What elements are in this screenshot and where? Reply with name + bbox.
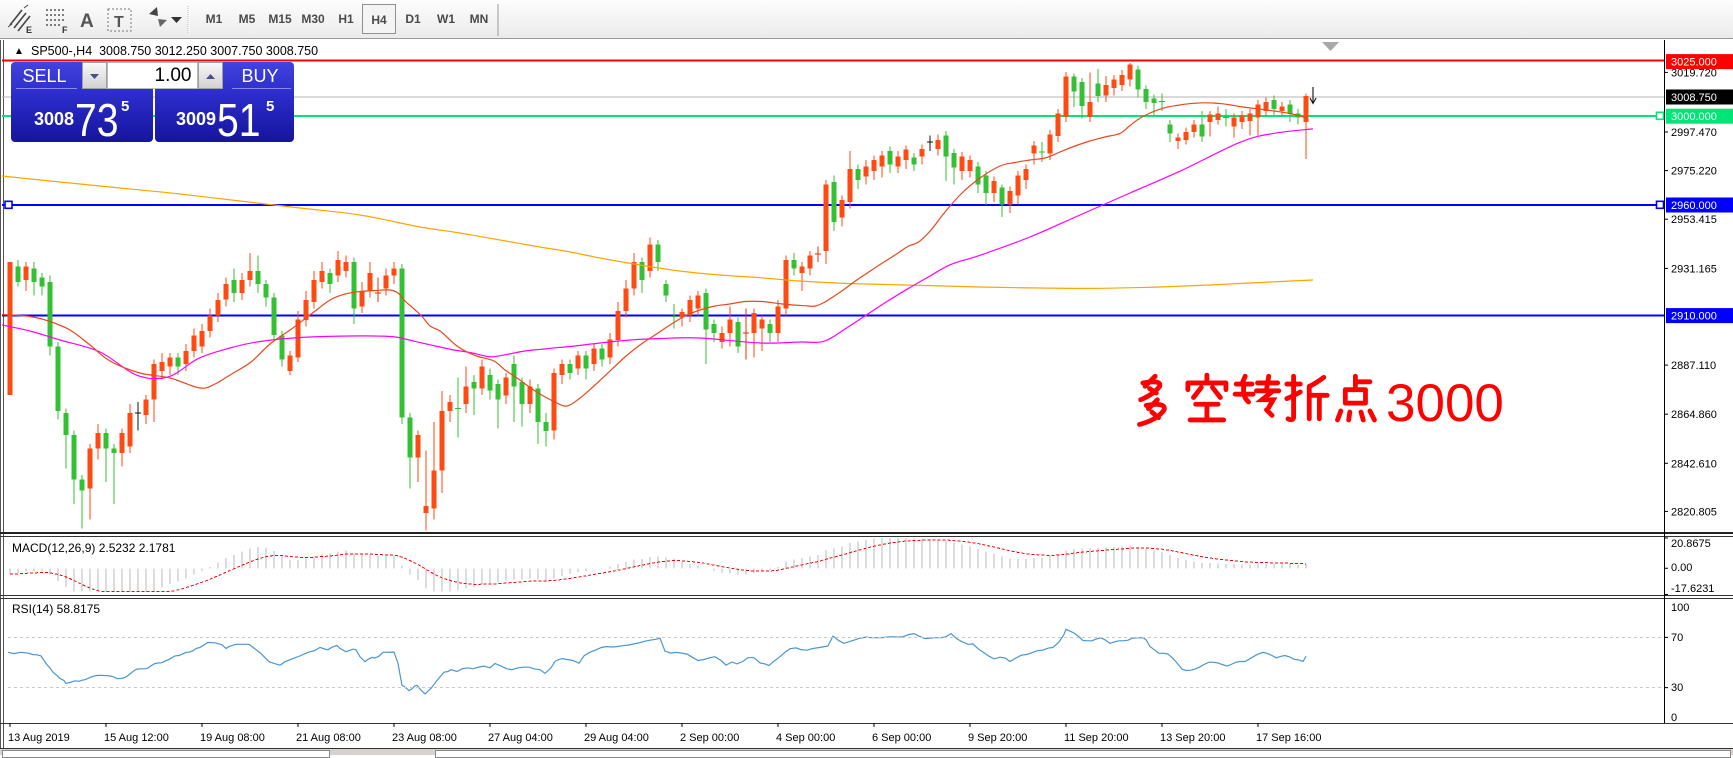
svg-text:2960.000: 2960.000	[1671, 200, 1717, 212]
svg-text:13 Aug 2019: 13 Aug 2019	[8, 732, 70, 744]
svg-text:100: 100	[1671, 602, 1689, 614]
svg-text:2910.000: 2910.000	[1671, 311, 1717, 323]
svg-text:4 Sep 00:00: 4 Sep 00:00	[776, 732, 835, 744]
svg-text:2997.470: 2997.470	[1671, 127, 1717, 139]
svg-text:A: A	[80, 11, 94, 32]
svg-text:RSI(14) 58.8175: RSI(14) 58.8175	[12, 602, 100, 616]
svg-text:2 Sep 00:00: 2 Sep 00:00	[680, 732, 739, 744]
svg-text:30: 30	[1671, 682, 1683, 694]
svg-text:9 Sep 20:00: 9 Sep 20:00	[968, 732, 1027, 744]
svg-text:2975.220: 2975.220	[1671, 166, 1717, 178]
svg-text:MACD(12,26,9) 2.5232 2.1781: MACD(12,26,9) 2.5232 2.1781	[12, 541, 176, 555]
svg-text:3019.720: 3019.720	[1671, 67, 1717, 79]
svg-text:15 Aug 12:00: 15 Aug 12:00	[104, 732, 169, 744]
svg-text:23 Aug 08:00: 23 Aug 08:00	[392, 732, 457, 744]
svg-text:3000: 3000	[1386, 374, 1504, 433]
svg-text:17 Sep 16:00: 17 Sep 16:00	[1256, 732, 1321, 744]
svg-text:3008.750: 3008.750	[1671, 92, 1717, 104]
svg-text:19 Aug 08:00: 19 Aug 08:00	[200, 732, 265, 744]
svg-text:2820.805: 2820.805	[1671, 506, 1717, 518]
svg-text:F: F	[62, 25, 68, 35]
svg-text:2887.110: 2887.110	[1671, 360, 1716, 372]
svg-text:0.00: 0.00	[1671, 562, 1692, 574]
svg-text:-17.6231: -17.6231	[1671, 583, 1714, 595]
svg-text:3025.000: 3025.000	[1671, 57, 1717, 69]
svg-text:20.8675: 20.8675	[1671, 538, 1711, 550]
svg-text:11 Sep 20:00: 11 Sep 20:00	[1064, 732, 1129, 744]
svg-text:13 Sep 20:00: 13 Sep 20:00	[1160, 732, 1225, 744]
svg-text:29 Aug 04:00: 29 Aug 04:00	[584, 732, 649, 744]
svg-text:2864.860: 2864.860	[1671, 409, 1717, 421]
svg-text:3000.000: 3000.000	[1671, 111, 1717, 123]
svg-text:27 Aug 04:00: 27 Aug 04:00	[488, 732, 553, 744]
svg-text:6 Sep 00:00: 6 Sep 00:00	[872, 732, 931, 744]
svg-text:2931.165: 2931.165	[1671, 263, 1717, 275]
svg-text:▲: ▲	[14, 46, 24, 57]
svg-text:SP500-,H4 3008.750 3012.250 3: SP500-,H4 3008.750 3012.250 3007.750 300…	[31, 44, 318, 58]
svg-text:2842.610: 2842.610	[1671, 458, 1717, 470]
svg-text:2953.415: 2953.415	[1671, 214, 1717, 226]
svg-text:E: E	[26, 25, 32, 35]
svg-text:T: T	[114, 14, 124, 31]
svg-text:70: 70	[1671, 632, 1683, 644]
svg-text:21 Aug 08:00: 21 Aug 08:00	[296, 732, 361, 744]
svg-text:0: 0	[1671, 712, 1677, 724]
